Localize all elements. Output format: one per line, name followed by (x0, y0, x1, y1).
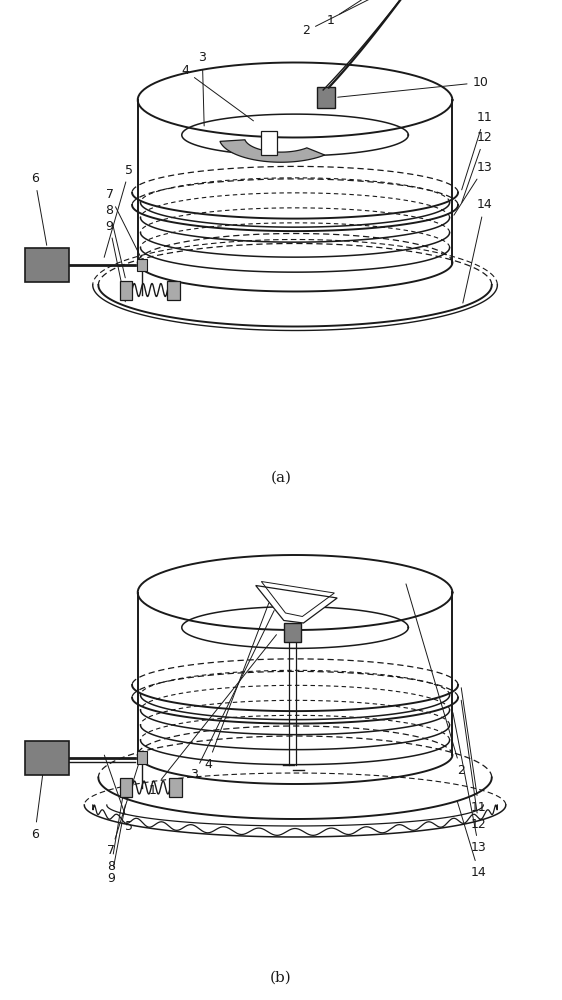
FancyBboxPatch shape (261, 131, 277, 155)
Text: 4: 4 (204, 603, 269, 770)
Text: 6: 6 (31, 743, 47, 840)
Text: 14: 14 (463, 198, 492, 303)
FancyBboxPatch shape (284, 623, 301, 642)
Text: 9: 9 (106, 220, 125, 302)
Text: 9: 9 (107, 805, 125, 886)
Text: 11: 11 (461, 111, 492, 190)
Text: 14: 14 (457, 801, 487, 879)
Text: 7: 7 (107, 755, 142, 857)
FancyBboxPatch shape (25, 740, 69, 774)
FancyBboxPatch shape (167, 280, 180, 300)
Text: (a): (a) (270, 471, 292, 485)
FancyBboxPatch shape (137, 751, 147, 764)
Text: 6: 6 (31, 172, 47, 245)
Text: 2: 2 (302, 0, 408, 37)
Text: 13: 13 (454, 161, 492, 215)
Text: 1: 1 (149, 635, 277, 796)
FancyBboxPatch shape (120, 280, 132, 300)
Text: 8: 8 (106, 205, 125, 278)
Text: 5: 5 (104, 163, 133, 257)
Text: (b): (b) (270, 970, 292, 984)
Text: 7: 7 (106, 188, 141, 258)
Text: 5: 5 (105, 755, 133, 833)
Text: 1: 1 (327, 0, 416, 26)
FancyBboxPatch shape (317, 88, 335, 107)
Text: 13: 13 (453, 713, 487, 854)
Text: 11: 11 (461, 688, 487, 814)
Text: 4: 4 (182, 64, 253, 121)
FancyBboxPatch shape (169, 778, 182, 797)
Text: 3: 3 (190, 610, 274, 782)
Polygon shape (256, 585, 337, 623)
FancyBboxPatch shape (137, 259, 147, 271)
Text: 3: 3 (198, 51, 206, 126)
Text: 12: 12 (462, 131, 492, 202)
Text: 2: 2 (406, 584, 465, 776)
FancyBboxPatch shape (25, 248, 69, 282)
Text: 10: 10 (338, 76, 488, 97)
Text: 8: 8 (107, 781, 125, 872)
Text: 12: 12 (461, 700, 487, 832)
Polygon shape (220, 140, 325, 162)
FancyBboxPatch shape (120, 778, 132, 797)
